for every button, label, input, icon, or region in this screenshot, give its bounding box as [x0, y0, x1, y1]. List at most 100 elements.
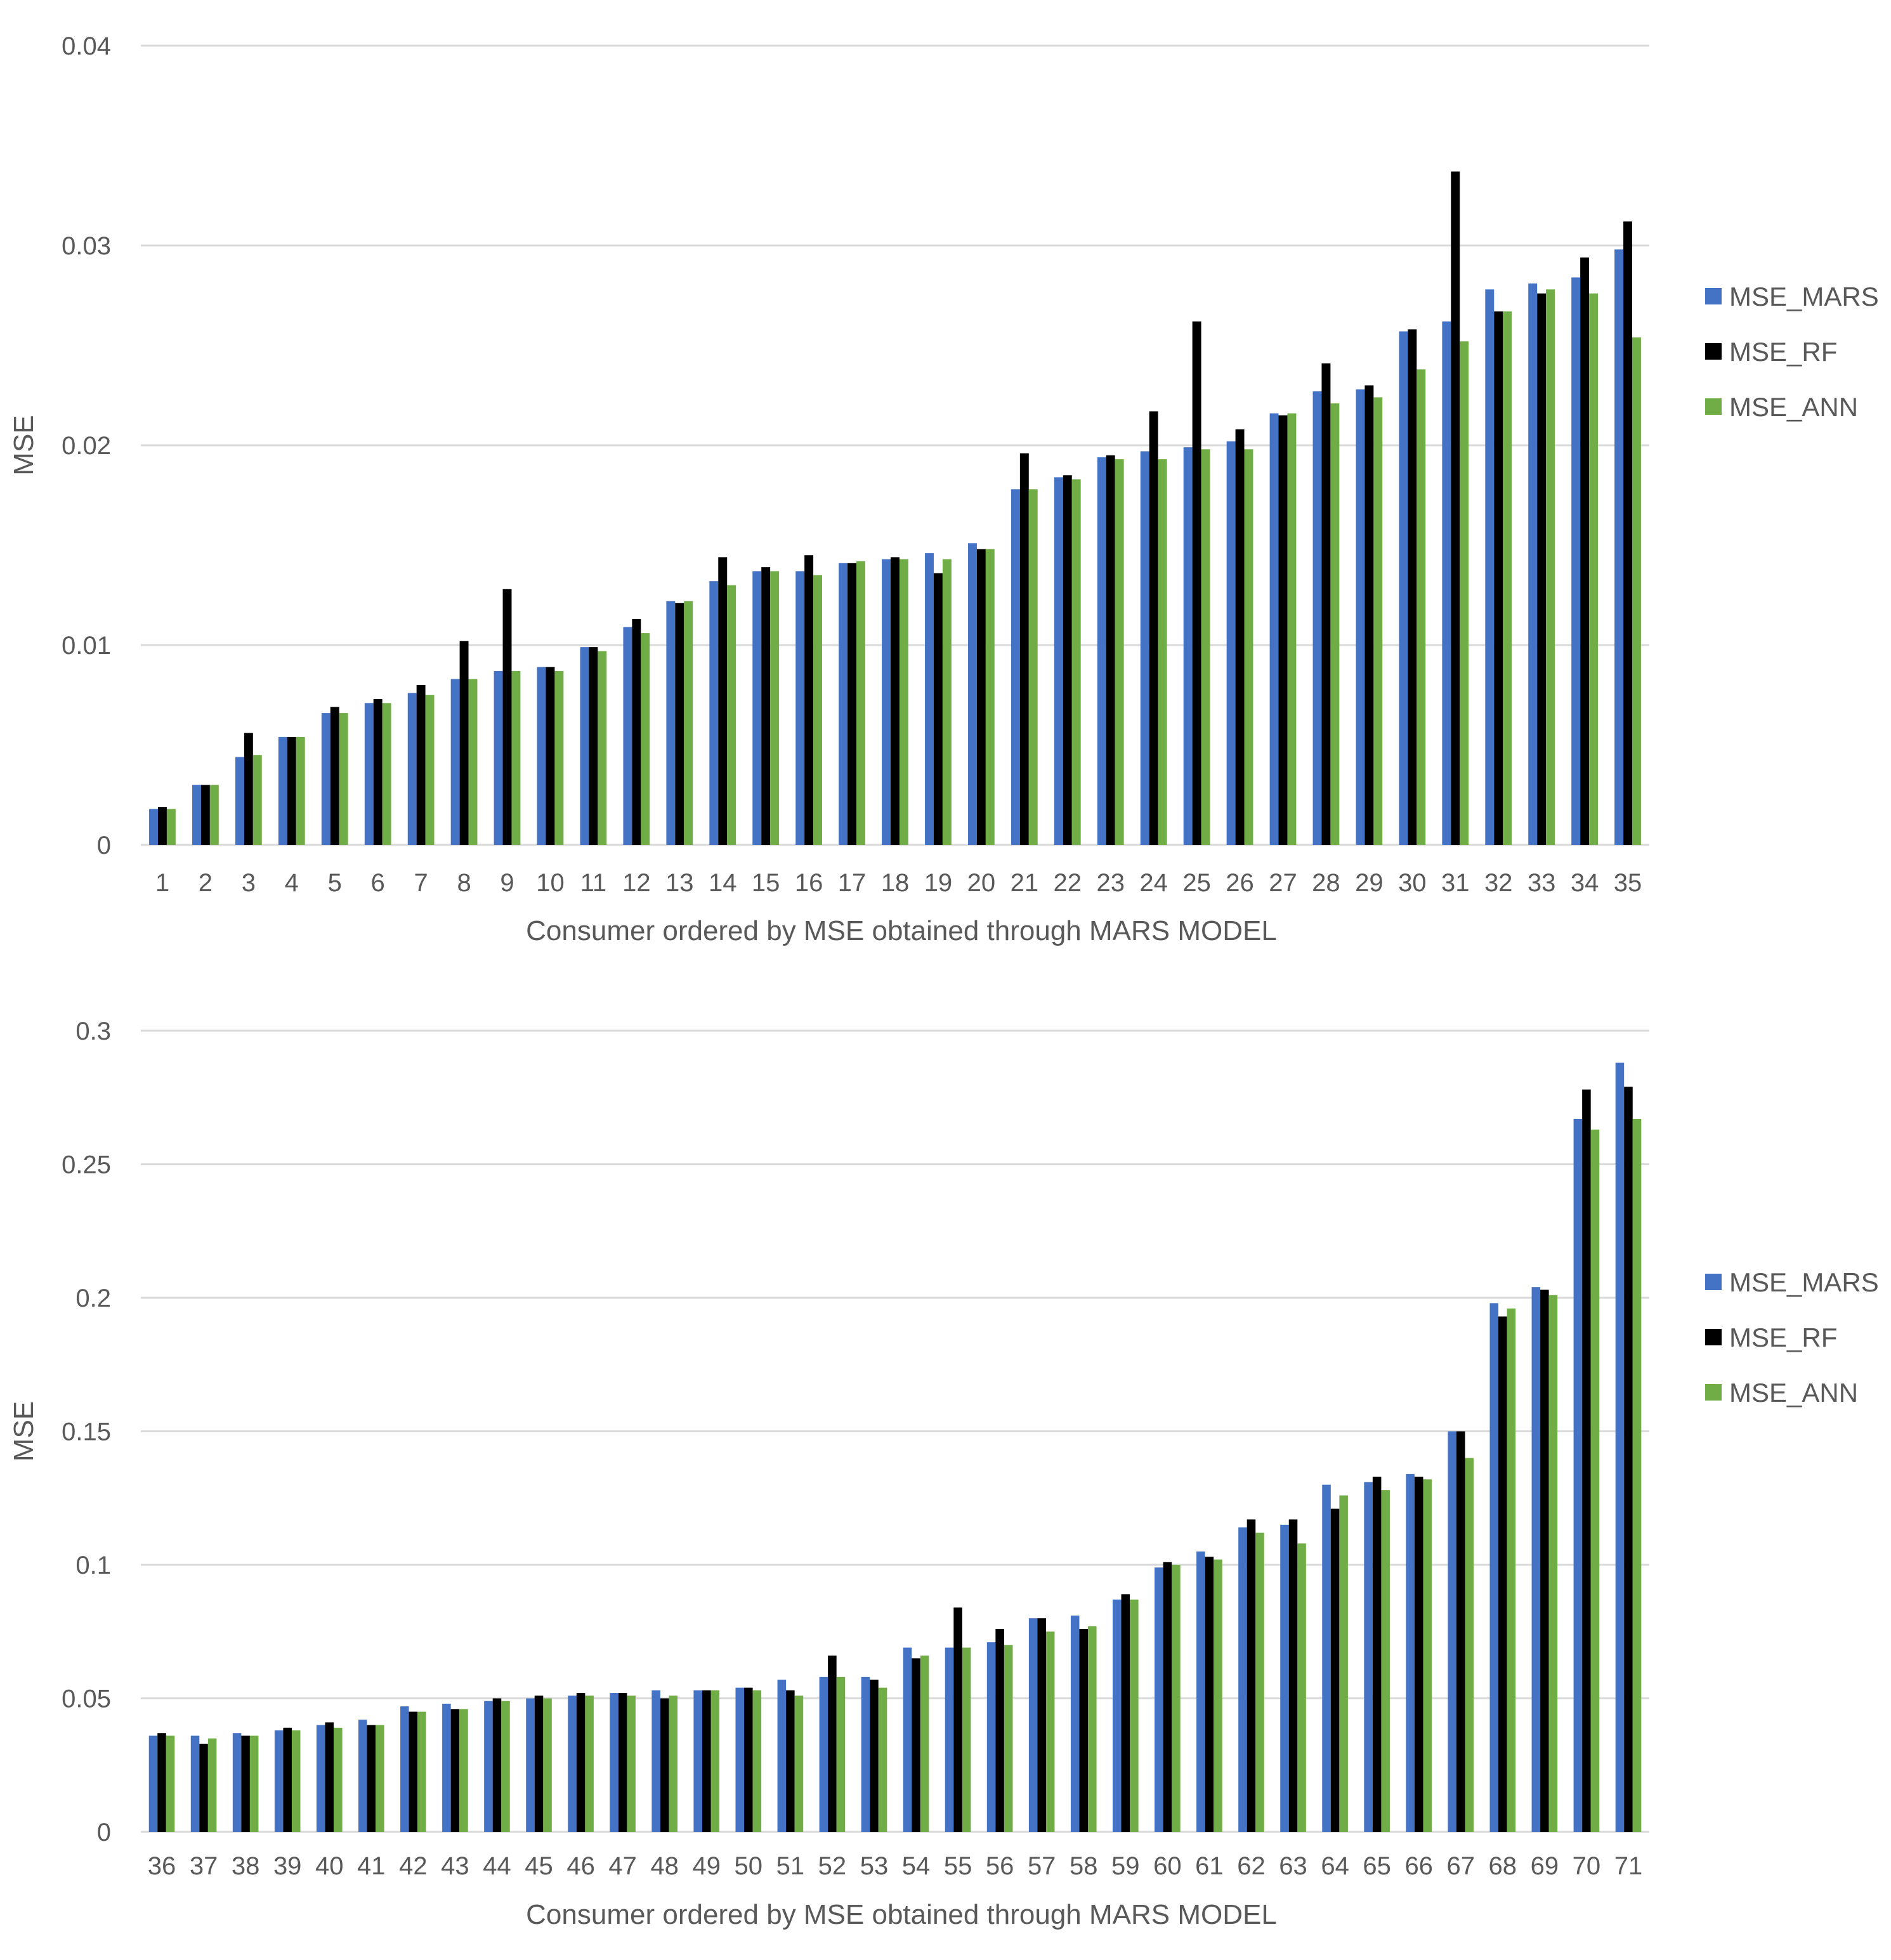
bottom-x-tick-label: 47	[608, 1852, 637, 1880]
bottom-x-axis-title: Consumer ordered by MSE obtained through…	[526, 1899, 1277, 1930]
bottom-bar-ann-70	[1590, 1129, 1600, 1832]
bottom-bar-ann-49	[710, 1690, 720, 1832]
bottom-x-tick-label: 54	[902, 1852, 931, 1880]
top-bar-rf-15	[761, 567, 771, 845]
bottom-bar-rf-38	[241, 1735, 250, 1832]
top-x-tick-label: 4	[285, 869, 299, 897]
bottom-x-tick-label: 68	[1489, 1852, 1517, 1880]
bottom-bar-ann-40	[334, 1727, 343, 1832]
bottom-bar-ann-69	[1548, 1295, 1558, 1832]
top-bar-ann-29	[1373, 397, 1383, 845]
top-y-axis-title: MSE	[8, 415, 39, 475]
bottom-x-tick-label: 63	[1279, 1852, 1307, 1880]
top-x-tick-label: 12	[622, 869, 651, 897]
bottom-bar-mars-51	[777, 1680, 787, 1832]
top-legend-swatch-ann	[1705, 398, 1722, 415]
top-bar-mars-8	[450, 679, 460, 845]
bottom-bar-ann-43	[459, 1709, 468, 1832]
top-bar-rf-7	[416, 685, 426, 845]
top-bar-rf-14	[718, 557, 728, 845]
top-x-tick-label: 10	[536, 869, 565, 897]
bottom-bar-rf-37	[199, 1744, 208, 1832]
bottom-bar-mars-58	[1070, 1615, 1080, 1832]
bottom-bar-ann-71	[1632, 1118, 1642, 1832]
bottom-x-tick-label: 70	[1573, 1852, 1601, 1880]
top-x-tick-label: 8	[457, 869, 471, 897]
chart-bottom: 0 0.05 0.1 0.15 0.2 0.25 0.3 36 37 38 39 40 41 42 43 4…	[8, 1017, 1879, 1930]
top-x-tick-label: 21	[1011, 869, 1039, 897]
top-bar-rf-13	[675, 603, 684, 845]
top-bar-rf-16	[804, 555, 814, 845]
top-x-tick-label: 26	[1226, 869, 1254, 897]
bottom-y-tick-labels: 0 0.05 0.1 0.15 0.2 0.25 0.3	[62, 1017, 111, 1846]
top-bar-mars-14	[709, 581, 719, 845]
top-x-tick-labels: 1 2 3 4 5 6 7 8 9 10 11 12 13 14 15 16 17 18 19 20 21 22 23 24 2…	[155, 869, 1642, 897]
bottom-bar-rf-57	[1037, 1618, 1046, 1832]
top-bar-rf-34	[1580, 257, 1590, 845]
top-x-tick-label: 13	[665, 869, 694, 897]
top-x-tick-label: 35	[1614, 869, 1642, 897]
top-x-tick-label: 7	[414, 869, 428, 897]
top-y-tick-label: 0	[97, 832, 111, 859]
top-bar-ann-30	[1417, 369, 1426, 845]
top-bar-rf-1	[158, 807, 167, 845]
top-x-tick-label: 20	[967, 869, 996, 897]
top-x-tick-label: 31	[1441, 869, 1470, 897]
bottom-x-tick-label: 65	[1363, 1852, 1391, 1880]
top-bar-rf-22	[1063, 475, 1072, 845]
top-x-tick-label: 30	[1398, 869, 1427, 897]
top-bar-ann-13	[684, 601, 693, 845]
bottom-bar-mars-62	[1238, 1527, 1247, 1832]
top-bar-rf-21	[1019, 453, 1029, 845]
top-bar-mars-7	[407, 693, 417, 845]
bottom-y-tick-label: 0.15	[62, 1418, 111, 1446]
bottom-bar-ann-41	[376, 1725, 384, 1832]
bottom-bar-ann-60	[1172, 1565, 1181, 1832]
bottom-x-tick-label: 60	[1153, 1852, 1182, 1880]
top-bar-ann-27	[1287, 413, 1297, 845]
bottom-bar-rf-55	[953, 1607, 962, 1832]
bottom-x-tick-label: 40	[315, 1852, 344, 1880]
bottom-x-tick-label: 64	[1321, 1852, 1349, 1880]
top-bar-ann-32	[1503, 311, 1512, 845]
top-x-tick-label: 6	[371, 869, 385, 897]
top-x-tick-label: 5	[328, 869, 342, 897]
top-bar-mars-10	[537, 667, 546, 845]
top-bar-rf-17	[847, 563, 857, 845]
top-bar-rf-18	[891, 557, 900, 845]
bottom-bar-mars-67	[1448, 1431, 1456, 1832]
bottom-x-tick-label: 39	[273, 1852, 302, 1880]
bottom-x-tick-label: 62	[1237, 1852, 1266, 1880]
bottom-bar-ann-66	[1423, 1479, 1432, 1832]
bottom-x-tick-label: 66	[1404, 1852, 1433, 1880]
top-bar-mars-27	[1269, 413, 1279, 845]
bottom-bar-mars-42	[400, 1706, 409, 1832]
bottom-bar-mars-36	[148, 1735, 158, 1832]
bottom-bar-ann-62	[1255, 1532, 1264, 1832]
top-x-tick-label: 25	[1182, 869, 1211, 897]
bottom-bar-ann-63	[1297, 1543, 1306, 1832]
top-bar-ann-7	[425, 695, 435, 845]
bottom-bar-rf-59	[1121, 1594, 1130, 1832]
top-bar-ann-1	[166, 809, 176, 845]
bottom-x-tick-label: 49	[693, 1852, 721, 1880]
top-bar-mars-26	[1226, 441, 1236, 845]
bottom-bar-rf-42	[409, 1711, 418, 1832]
bottom-bar-rf-43	[450, 1709, 460, 1832]
bottom-y-tick-label: 0.3	[75, 1017, 111, 1045]
top-legend: MSE_MARS MSE_RF MSE_ANN	[1705, 282, 1879, 422]
bottom-bar-mars-50	[735, 1687, 745, 1832]
bottom-bar-mars-55	[945, 1647, 954, 1832]
top-y-tick-label: 0.02	[62, 432, 111, 460]
bottom-bar-rf-56	[995, 1629, 1004, 1832]
top-bar-ann-5	[339, 713, 348, 845]
bottom-y-tick-label: 0	[97, 1819, 111, 1846]
bottom-x-tick-label: 46	[566, 1852, 595, 1880]
top-x-tick-label: 29	[1355, 869, 1384, 897]
bottom-bar-rf-53	[870, 1680, 879, 1832]
bottom-bar-ann-45	[543, 1698, 552, 1832]
bottom-y-tick-label: 0.05	[62, 1685, 111, 1713]
bottom-bar-rf-36	[157, 1733, 166, 1832]
bottom-bar-rf-52	[828, 1656, 837, 1832]
bottom-x-tick-label: 38	[232, 1852, 260, 1880]
